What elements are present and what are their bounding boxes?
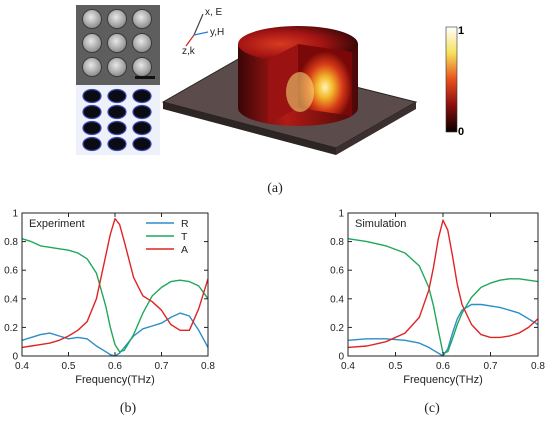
optical-disk xyxy=(82,120,102,136)
sem-pillar xyxy=(107,9,127,29)
x-tick-label: 0.7 xyxy=(484,361,498,372)
y-tick-label: 0.4 xyxy=(330,294,344,305)
sem-pillar xyxy=(107,57,127,77)
series-line-T xyxy=(347,238,539,354)
sem-pillar xyxy=(82,9,102,29)
x-tick-label: 0.8 xyxy=(201,361,215,372)
optical-disk xyxy=(82,104,102,120)
series-line-A xyxy=(347,219,539,349)
x-tick-label: 0.6 xyxy=(108,361,122,372)
y-tick-label: 0.4 xyxy=(4,294,18,305)
series-line-R xyxy=(21,312,209,357)
y-tick-label: 0.2 xyxy=(330,323,344,334)
sem-pillar xyxy=(132,9,152,29)
y-tick-label: 0.8 xyxy=(330,237,344,248)
sem-pillar xyxy=(82,57,102,77)
y-tick-label: 0 xyxy=(338,352,344,363)
corner-label: Experiment xyxy=(29,218,85,230)
optical-disk xyxy=(82,136,102,152)
series-line-R xyxy=(347,303,539,357)
legend-label-T: T xyxy=(181,231,188,243)
optical-disk xyxy=(82,88,102,104)
coordinate-axes: x, E y,H z,k xyxy=(182,7,224,57)
optical-disk xyxy=(132,136,152,152)
optical-disk xyxy=(107,104,127,120)
colorbar-min-label: 0 xyxy=(458,126,464,138)
x-axis-title: Frequency(THz) xyxy=(75,374,154,386)
y-tick-label: 0 xyxy=(12,352,18,363)
plot-frame xyxy=(347,212,539,357)
axis-z-label: z,k xyxy=(182,46,196,57)
panel-label-b: (b) xyxy=(120,401,137,416)
sem-pillar xyxy=(82,33,102,53)
x-tick-label: 0.5 xyxy=(389,361,403,372)
panel-label-c: (c) xyxy=(424,401,440,416)
optical-image xyxy=(76,85,160,155)
unit-cell-3d xyxy=(161,26,418,155)
x-tick-label: 0.8 xyxy=(531,361,545,372)
optical-disk xyxy=(107,136,127,152)
x-tick-label: 0.7 xyxy=(155,361,169,372)
optical-disk xyxy=(132,88,152,104)
scale-bar xyxy=(135,76,155,79)
y-tick-label: 0.2 xyxy=(4,323,18,334)
corner-label: Simulation xyxy=(355,218,406,230)
axis-x-label: x, E xyxy=(205,7,223,18)
optical-disk xyxy=(132,120,152,136)
chart-experiment: 0.4 0.5 0.6 0.7 0.8 0 0.2 0.4 0.6 0.8 1 Frequency(T… xyxy=(4,209,215,387)
x-tick-label: 0.4 xyxy=(341,361,355,372)
x-tick-label: 0.6 xyxy=(436,361,450,372)
series-line-T xyxy=(21,238,209,353)
panel-label-a: (a) xyxy=(267,181,283,196)
optical-disk xyxy=(107,120,127,136)
series-line-A xyxy=(21,218,209,349)
colorbar: 1 0 xyxy=(445,25,464,138)
chart-simulation: 0.4 0.5 0.6 0.7 0.8 0 0.2 0.4 0.6 0.8 1 Frequency(T… xyxy=(330,209,545,387)
sem-image xyxy=(76,5,160,85)
legend-label-R: R xyxy=(181,218,189,230)
x-axis-title: Frequency(THz) xyxy=(403,374,482,386)
sem-pillar xyxy=(132,57,152,77)
axis-y-label: y,H xyxy=(210,27,224,38)
sem-pillar xyxy=(132,33,152,53)
y-tick-label: 0.8 xyxy=(4,237,18,248)
x-tick-label: 0.4 xyxy=(15,361,29,372)
legend-label-A: A xyxy=(181,244,188,256)
optical-disk xyxy=(107,88,127,104)
colorbar-max-label: 1 xyxy=(458,25,464,37)
y-tick-label: 1 xyxy=(338,209,344,220)
y-tick-label: 0.6 xyxy=(330,266,344,277)
y-tick-label: 1 xyxy=(12,209,18,220)
x-tick-label: 0.5 xyxy=(62,361,76,372)
y-tick-label: 0.6 xyxy=(4,266,18,277)
optical-disk xyxy=(132,104,152,120)
sem-pillar xyxy=(107,33,127,53)
